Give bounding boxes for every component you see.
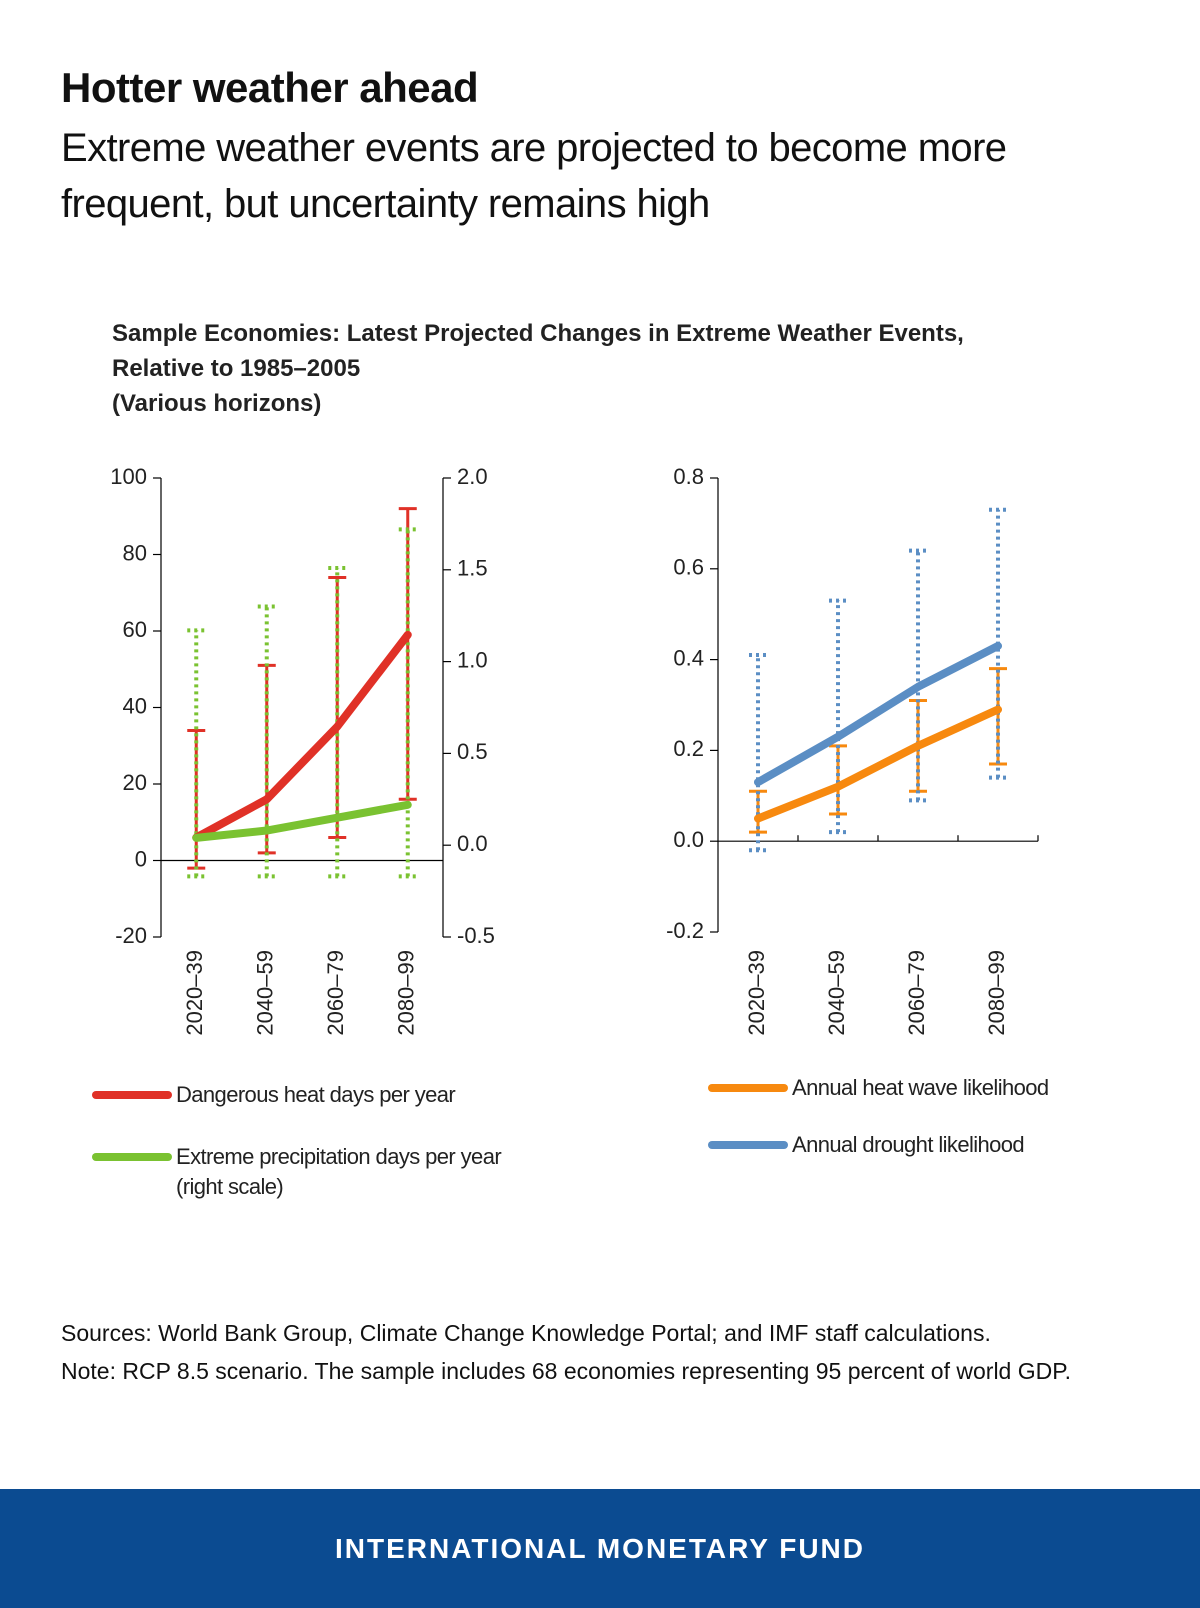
legend-label: Annual drought likelihood: [792, 1132, 1025, 1157]
legend-swatch: [708, 1141, 788, 1149]
note: Note: RCP 8.5 scenario. The sample inclu…: [61, 1358, 1072, 1384]
series-line: [192, 800, 412, 842]
y-tick-label: 100: [110, 464, 147, 489]
x-tick-label: 2060–79: [904, 950, 929, 1036]
x-tick-label: 2060–79: [323, 950, 348, 1036]
error-bar: [749, 653, 767, 853]
x-tick-label: 2080–99: [394, 950, 419, 1036]
error-bar: [909, 548, 927, 803]
y-tick-label: 20: [123, 770, 147, 795]
sources: Sources: World Bank Group, Climate Chang…: [61, 1320, 991, 1346]
figure-title-line: (Various horizons): [112, 390, 322, 417]
title: Hotter weather ahead: [61, 64, 479, 111]
series-line: [192, 630, 412, 842]
x-tick-label: 2080–99: [984, 950, 1009, 1036]
x-tick-label: 2020–39: [744, 950, 769, 1036]
legend-item: Dangerous heat days per year: [92, 1080, 456, 1110]
legend-label: Extreme precipitation days per year (rig…: [176, 1144, 502, 1199]
error-bar: [829, 598, 847, 835]
footer-band: INTERNATIONAL MONETARY FUND: [0, 1489, 1200, 1608]
legend-swatch: [92, 1153, 172, 1161]
legend-item: Annual heat wave likelihood: [708, 1073, 1049, 1103]
y2-tick-label: -0.5: [457, 923, 495, 948]
footnotes: Sources: World Bank Group, Climate Chang…: [61, 1314, 1161, 1390]
error-bar: [398, 527, 417, 879]
x-tick-label: 2020–39: [182, 950, 207, 1036]
y2-tick-label: 0.5: [457, 739, 488, 764]
y-tick-label: 60: [123, 617, 147, 642]
y-tick-label: -20: [115, 923, 147, 948]
y-tick-label: -0.2: [666, 918, 704, 943]
y2-tick-label: 1.5: [457, 556, 488, 581]
legend-label: Dangerous heat days per year: [176, 1082, 456, 1107]
figure-title-line: Relative to 1985–2005: [112, 355, 361, 382]
y-tick-label: 80: [123, 540, 147, 565]
legend-label: Annual heat wave likelihood: [792, 1075, 1049, 1100]
legend-swatch: [92, 1091, 172, 1099]
subtitle: Extreme weather events are projected to …: [61, 126, 1007, 226]
y2-tick-label: 0.0: [457, 831, 488, 856]
x-tick-label: 2040–59: [824, 950, 849, 1036]
y-tick-label: 40: [123, 693, 147, 718]
charts: -20 0 20 40 60 80 100 -0.5 0.0 0.5 1.0 1.5 2.0 2020–3…: [110, 464, 1039, 1036]
figure-title-line: Sample Economies: Latest Projected Chang…: [112, 320, 964, 347]
y2-tick-label: 1.0: [457, 647, 488, 672]
y-tick-label: 0: [135, 846, 147, 871]
error-bar: [749, 789, 767, 834]
y2-tick-label: 2.0: [457, 464, 488, 489]
series-line: [754, 641, 1002, 787]
y-tick-label: 0.2: [673, 736, 704, 761]
error-bar: [187, 628, 206, 879]
x-tick-label: 2040–59: [253, 950, 278, 1036]
series-line: [754, 705, 1002, 823]
legend-item: Annual drought likelihood: [708, 1130, 1025, 1160]
y-tick-label: 0.0: [673, 827, 704, 852]
legend-item: Extreme precipitation days per year (rig…: [92, 1142, 546, 1202]
footer-text: INTERNATIONAL MONETARY FUND: [335, 1533, 865, 1564]
y-tick-label: 0.6: [673, 555, 704, 580]
figure-title: Sample Economies: Latest Projected Chang…: [112, 316, 964, 421]
legend-swatch: [708, 1084, 788, 1092]
y-tick-label: 0.8: [673, 464, 704, 489]
y-tick-label: 0.4: [673, 645, 704, 670]
